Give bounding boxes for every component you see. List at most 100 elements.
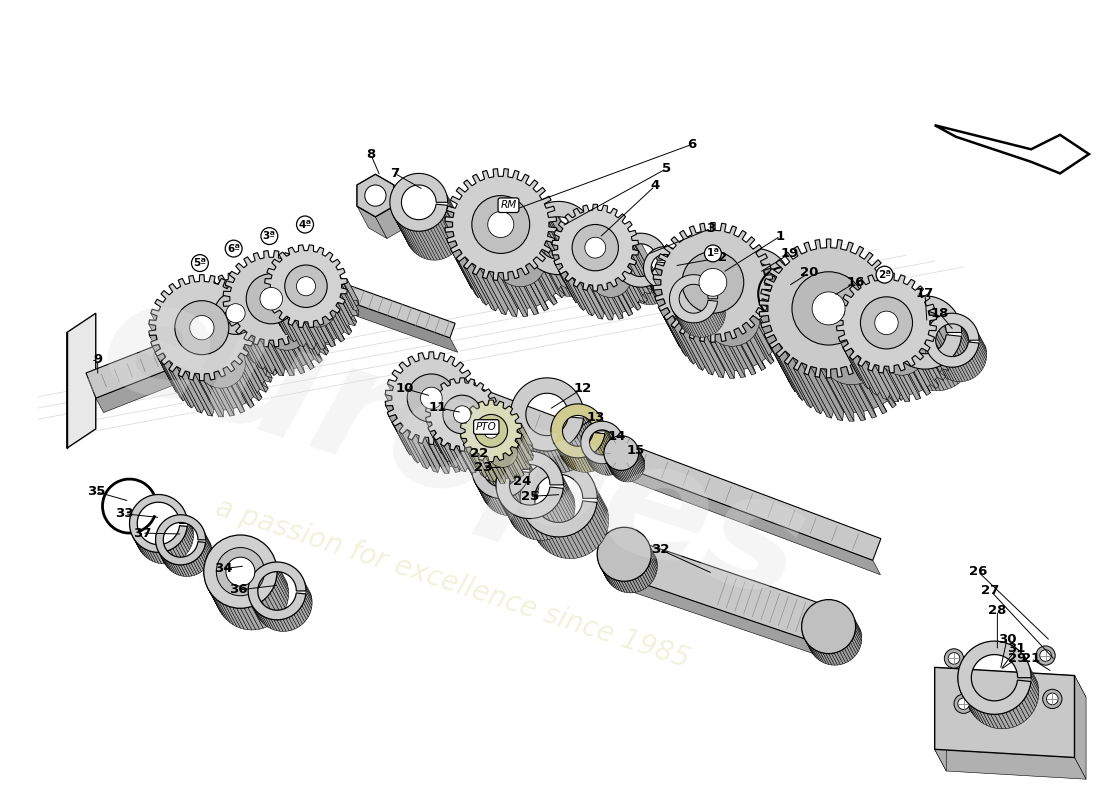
Polygon shape <box>252 606 260 619</box>
Polygon shape <box>938 363 949 379</box>
Polygon shape <box>664 317 685 356</box>
Polygon shape <box>759 311 791 355</box>
Polygon shape <box>619 453 627 466</box>
Polygon shape <box>764 290 792 326</box>
Polygon shape <box>668 258 676 278</box>
Polygon shape <box>691 322 702 338</box>
Polygon shape <box>249 588 254 602</box>
Polygon shape <box>625 470 632 482</box>
Polygon shape <box>148 320 168 361</box>
Polygon shape <box>637 458 644 472</box>
Polygon shape <box>958 366 968 381</box>
Polygon shape <box>249 585 255 599</box>
Polygon shape <box>277 620 286 631</box>
Polygon shape <box>840 340 862 370</box>
Polygon shape <box>522 238 534 263</box>
Polygon shape <box>410 230 428 259</box>
Polygon shape <box>509 496 521 514</box>
Polygon shape <box>390 194 407 226</box>
Polygon shape <box>265 329 282 361</box>
Polygon shape <box>581 426 594 451</box>
Polygon shape <box>515 438 528 462</box>
Polygon shape <box>232 348 250 382</box>
Polygon shape <box>597 560 605 574</box>
Polygon shape <box>793 368 821 414</box>
Polygon shape <box>742 322 766 362</box>
Polygon shape <box>232 323 253 355</box>
Polygon shape <box>469 446 482 472</box>
Polygon shape <box>186 564 195 576</box>
Polygon shape <box>557 217 576 258</box>
Polygon shape <box>802 630 808 644</box>
Polygon shape <box>586 457 594 470</box>
Polygon shape <box>522 518 538 540</box>
Polygon shape <box>480 489 491 508</box>
Polygon shape <box>563 488 575 514</box>
Polygon shape <box>566 535 582 558</box>
Polygon shape <box>559 270 576 303</box>
Polygon shape <box>670 274 717 323</box>
Polygon shape <box>483 456 497 482</box>
Polygon shape <box>596 502 608 528</box>
Polygon shape <box>448 199 463 231</box>
Polygon shape <box>492 425 508 450</box>
Polygon shape <box>712 313 720 330</box>
Polygon shape <box>515 433 529 458</box>
Polygon shape <box>460 451 476 473</box>
Polygon shape <box>304 600 310 614</box>
Text: 34: 34 <box>213 562 232 575</box>
Polygon shape <box>572 458 583 472</box>
Polygon shape <box>390 196 406 228</box>
Polygon shape <box>492 422 505 446</box>
Polygon shape <box>223 291 239 325</box>
Polygon shape <box>338 302 355 326</box>
Polygon shape <box>161 362 184 401</box>
Polygon shape <box>776 348 805 397</box>
Polygon shape <box>650 284 660 299</box>
Polygon shape <box>455 241 476 282</box>
Polygon shape <box>772 318 778 326</box>
Polygon shape <box>477 390 493 424</box>
Polygon shape <box>246 352 268 392</box>
Polygon shape <box>292 335 310 370</box>
Polygon shape <box>592 461 600 474</box>
Polygon shape <box>465 454 473 470</box>
Polygon shape <box>150 335 175 371</box>
Circle shape <box>874 311 899 334</box>
Polygon shape <box>760 315 774 338</box>
Polygon shape <box>195 374 219 410</box>
Polygon shape <box>461 423 473 450</box>
Polygon shape <box>296 330 315 362</box>
Polygon shape <box>392 396 407 429</box>
Polygon shape <box>933 367 948 390</box>
Polygon shape <box>604 448 611 461</box>
Polygon shape <box>270 306 290 335</box>
Polygon shape <box>527 521 541 546</box>
Polygon shape <box>957 347 970 373</box>
Polygon shape <box>243 349 268 389</box>
Polygon shape <box>815 368 839 420</box>
Polygon shape <box>528 475 538 496</box>
Polygon shape <box>213 596 228 621</box>
Polygon shape <box>673 286 683 302</box>
Polygon shape <box>821 369 850 413</box>
Polygon shape <box>604 422 612 440</box>
Text: 10: 10 <box>395 382 414 395</box>
Polygon shape <box>925 340 933 358</box>
Polygon shape <box>241 353 266 392</box>
Polygon shape <box>178 542 186 557</box>
Polygon shape <box>157 550 165 564</box>
Circle shape <box>264 305 309 350</box>
Polygon shape <box>716 306 724 323</box>
Polygon shape <box>808 645 816 658</box>
Polygon shape <box>607 463 615 476</box>
Polygon shape <box>604 451 611 465</box>
Polygon shape <box>635 286 647 304</box>
Text: 1: 1 <box>776 230 785 242</box>
Polygon shape <box>503 453 517 476</box>
Polygon shape <box>142 547 151 560</box>
Polygon shape <box>465 449 474 466</box>
Polygon shape <box>447 194 462 226</box>
Polygon shape <box>510 449 524 474</box>
Polygon shape <box>666 269 675 289</box>
